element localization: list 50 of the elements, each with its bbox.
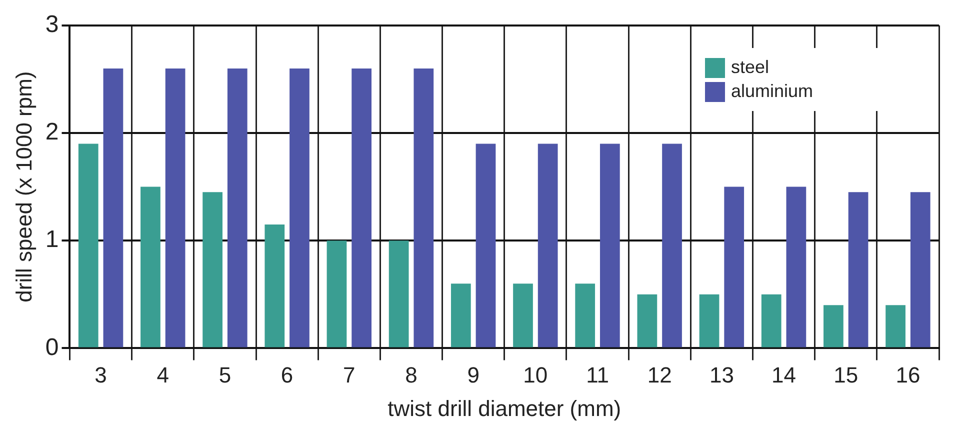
x-tick-label: 14	[772, 362, 796, 388]
bar	[227, 68, 248, 348]
bar	[538, 144, 558, 348]
bar	[476, 144, 496, 348]
bar	[202, 192, 222, 348]
x-tick-label: 13	[709, 362, 734, 388]
bar	[450, 284, 471, 348]
bar	[388, 240, 409, 348]
x-tick-label: 6	[280, 362, 294, 388]
bar	[414, 68, 434, 348]
x-tick-label: 10	[523, 362, 548, 388]
legend-label: aluminium	[730, 81, 813, 102]
x-tick-label: 3	[94, 362, 107, 388]
bar	[662, 144, 682, 348]
bar	[264, 224, 285, 348]
bar	[78, 144, 98, 348]
y-axis-title: drill speed (x 1000 rpm)	[11, 71, 36, 302]
bar	[352, 68, 372, 348]
x-tick-label: 16	[896, 362, 920, 388]
x-axis-title: twist drill diameter (mm)	[388, 396, 622, 421]
bar	[165, 68, 186, 348]
y-tick-label: 2	[45, 118, 59, 146]
x-tick-label: 11	[586, 362, 609, 388]
bar	[637, 294, 658, 348]
y-tick-label: 0	[45, 334, 59, 361]
bar	[513, 284, 533, 348]
bar	[326, 240, 347, 348]
bar	[103, 68, 124, 348]
bar	[886, 305, 906, 348]
x-tick-label: 15	[834, 362, 858, 388]
bar	[575, 284, 596, 348]
x-tick-label: 9	[467, 362, 480, 388]
x-tick-label: 4	[156, 362, 170, 388]
y-tick-label: 1	[45, 226, 59, 254]
bar	[699, 294, 720, 348]
bar	[140, 186, 160, 348]
x-tick-label: 8	[405, 362, 418, 388]
bar	[724, 186, 744, 348]
bar	[761, 294, 782, 348]
legend-label: steel	[730, 57, 769, 78]
bar	[824, 305, 844, 348]
bar	[910, 192, 930, 348]
bar	[786, 186, 806, 348]
bar	[290, 68, 310, 348]
x-tick-label: 12	[647, 362, 672, 388]
x-tick-label: 7	[343, 362, 356, 388]
bar	[600, 144, 620, 348]
x-tick-label: 5	[218, 362, 232, 388]
y-tick-label: 3	[45, 11, 59, 38]
bar	[848, 192, 868, 348]
